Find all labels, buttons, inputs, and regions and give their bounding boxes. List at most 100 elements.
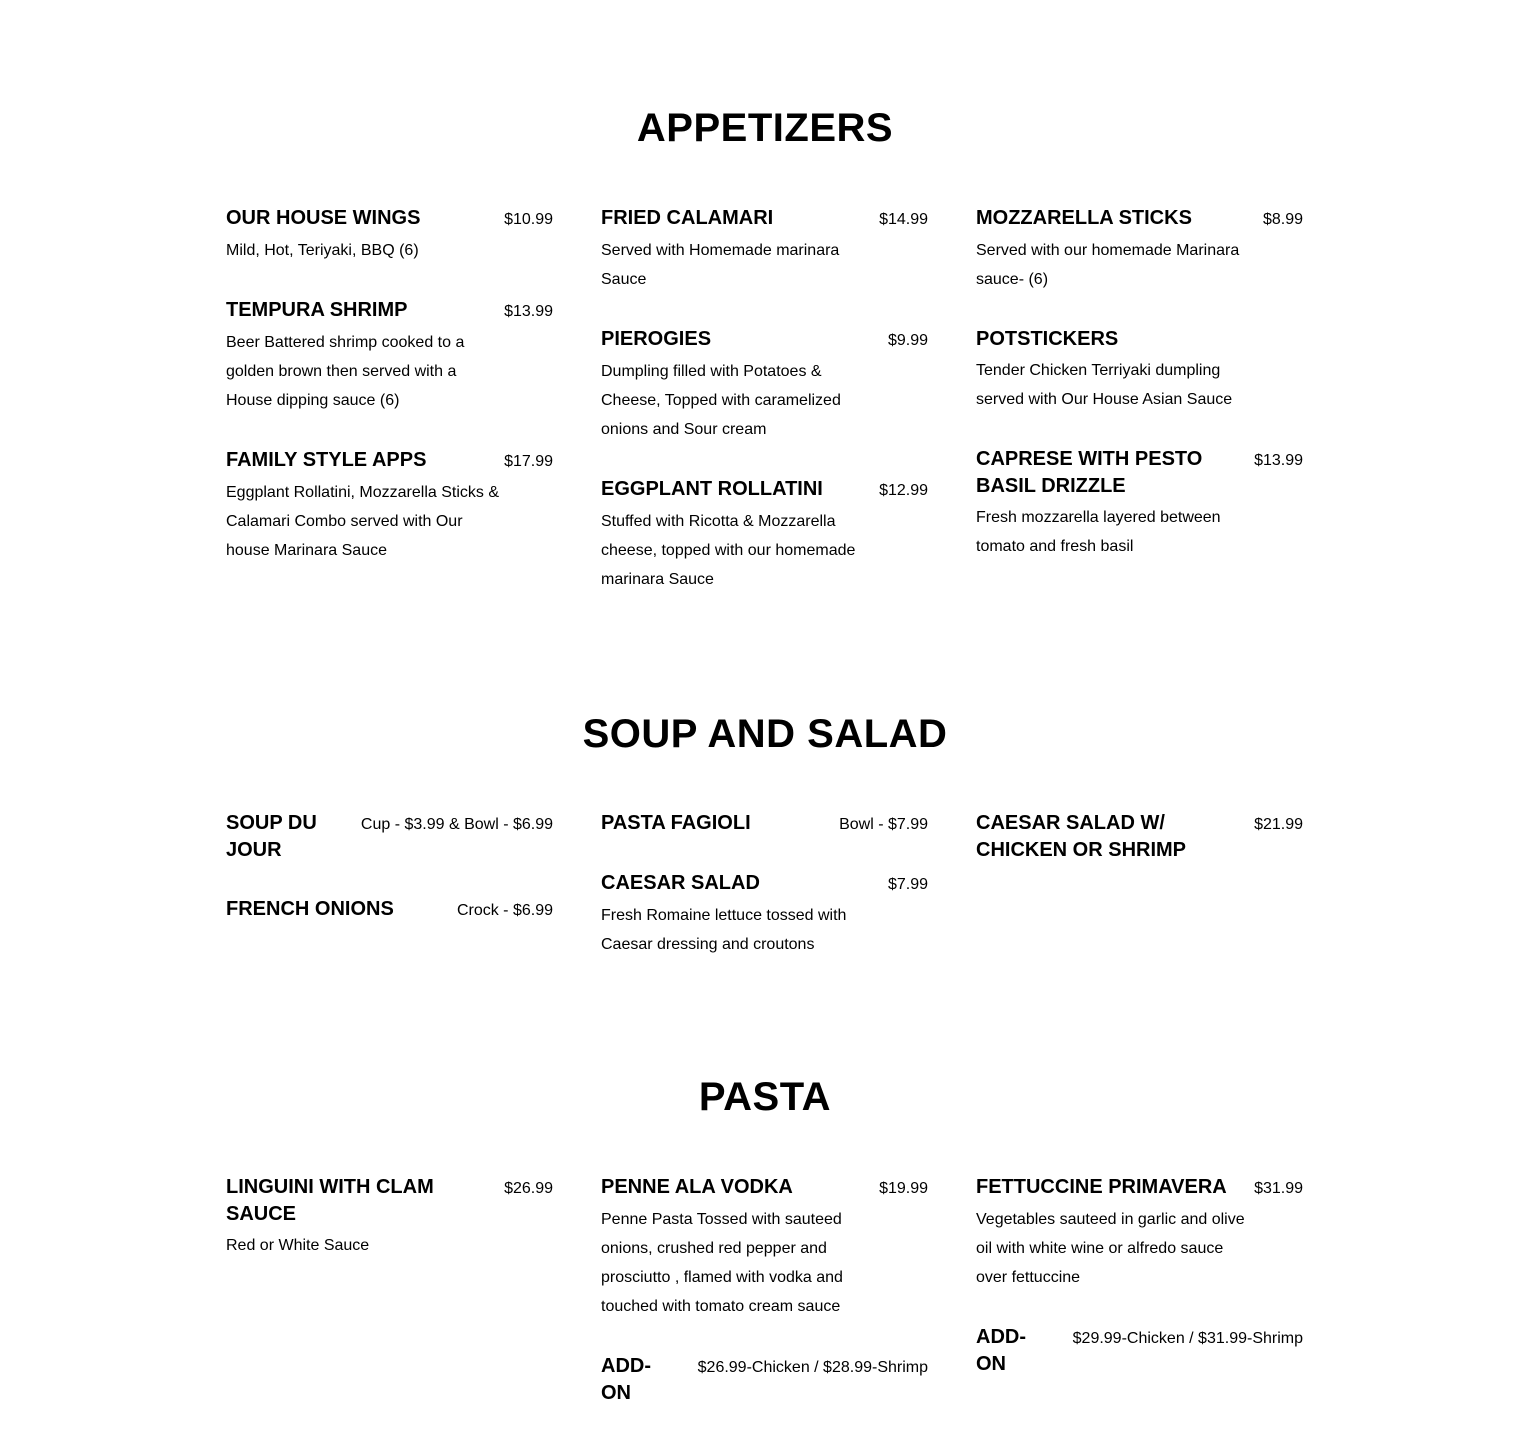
menu-item-description: Red or White Sauce bbox=[226, 1237, 370, 1254]
menu-item-price: $14.99 bbox=[879, 211, 928, 228]
section-title: APPETIZERS bbox=[636, 106, 894, 150]
menu-item-description: Eggplant Rollatini, Mozzarella Sticks & … bbox=[226, 484, 500, 559]
menu-grid: LINGUINI WITH CLAM SAUCE $26.99 Red or Whi… bbox=[226, 1174, 1304, 1439]
menu-item-header: OUR HOUSE WINGS $10.99 bbox=[226, 205, 553, 233]
menu-item-name: ADD-ON bbox=[601, 1355, 651, 1404]
menu-item: ADD-ON $29.99-Chicken / $31.99-Shrimp bbox=[976, 1324, 1303, 1378]
menu-item-description: Penne Pasta Tossed with sauteed onions, … bbox=[601, 1211, 843, 1315]
menu-item-header: ADD-ON $29.99-Chicken / $31.99-Shrimp bbox=[976, 1324, 1303, 1378]
menu-item-header: CAPRESE WITH PESTO BASIL DRIZZLE $13.99 bbox=[976, 446, 1303, 500]
menu-item: ADD-ON $26.99-Chicken / $28.99-Shrimp bbox=[601, 1353, 928, 1407]
menu-item-header: CAESAR SALAD W/ CHICKEN OR SHRIMP $21.99 bbox=[976, 810, 1303, 864]
menu-item-description: Served with Homemade marinara Sauce bbox=[601, 242, 840, 288]
menu-column: FETTUCCINE PRIMAVERA $31.99 Vegetables sau… bbox=[976, 1174, 1303, 1439]
menu-item-name: TEMPURA SHRIMP bbox=[226, 299, 408, 321]
menu-item: FRIED CALAMARI $14.99 Served with Homemade… bbox=[601, 205, 928, 294]
menu-item-price: $31.99 bbox=[1254, 1180, 1303, 1197]
menu-item-price: $26.99-Chicken / $28.99-Shrimp bbox=[697, 1359, 928, 1376]
menu-item-description: Dumpling filled with Potatoes & Cheese, … bbox=[601, 363, 841, 438]
menu-item-name: PASTA FAGIOLI bbox=[601, 812, 751, 834]
menu-item-header: ADD-ON $26.99-Chicken / $28.99-Shrimp bbox=[601, 1353, 928, 1407]
menu-column: OUR HOUSE WINGS $10.99 Mild, Hot, Teriyaki… bbox=[226, 205, 553, 626]
menu-item-header: PASTA FAGIOLI Bowl - $7.99 bbox=[601, 810, 928, 838]
menu-item-header: POTSTICKERS bbox=[976, 326, 1303, 353]
menu-item-description: Beer Battered shrimp cooked to a golden … bbox=[226, 334, 465, 409]
menu-item-header: CAESAR SALAD $7.99 bbox=[601, 870, 928, 898]
menu-item: FAMILY STYLE APPS $17.99 Eggplant Rollatin… bbox=[226, 447, 553, 565]
menu-column: LINGUINI WITH CLAM SAUCE $26.99 Red or Whi… bbox=[226, 1174, 553, 1439]
menu-item-price: Cup - $3.99 & Bowl - $6.99 bbox=[360, 816, 553, 833]
menu-item: PENNE ALA VODKA $19.99 Penne Pasta Tossed … bbox=[601, 1174, 928, 1321]
menu-column: MOZZARELLA STICKS $8.99 Served with our ho… bbox=[976, 205, 1303, 626]
menu-item: LINGUINI WITH CLAM SAUCE $26.99 Red or Whi… bbox=[226, 1174, 553, 1260]
menu-item-name: LINGUINI WITH CLAM SAUCE bbox=[226, 1176, 434, 1225]
menu-item-price: $13.99 bbox=[1254, 452, 1303, 469]
menu-item-description: Served with our homemade Marinara sauce-… bbox=[976, 242, 1240, 288]
menu-item-price: $21.99 bbox=[1254, 816, 1303, 833]
menu-item-header: LINGUINI WITH CLAM SAUCE $26.99 bbox=[226, 1174, 553, 1228]
menu-item-price: $8.99 bbox=[1262, 211, 1303, 228]
menu-grid: OUR HOUSE WINGS $10.99 Mild, Hot, Teriyaki… bbox=[226, 205, 1304, 626]
menu-item-header: SOUP DU JOUR Cup - $3.99 & Bowl - $6.99 bbox=[226, 810, 553, 864]
menu-item-price: $29.99-Chicken / $31.99-Shrimp bbox=[1072, 1330, 1303, 1347]
menu-item-name: PIEROGIES bbox=[601, 328, 712, 350]
menu-item-name: FRENCH ONIONS bbox=[226, 898, 394, 920]
menu-item-name: MOZZARELLA STICKS bbox=[976, 207, 1192, 229]
menu-item-header: MOZZARELLA STICKS $8.99 bbox=[976, 205, 1303, 233]
menu-item-description: Stuffed with Ricotta & Mozzarella cheese… bbox=[601, 513, 856, 588]
menu-item-name: SOUP DU JOUR bbox=[226, 812, 317, 861]
menu-item-price: $26.99 bbox=[504, 1180, 553, 1197]
menu-item-header: PIEROGIES $9.99 bbox=[601, 326, 928, 354]
menu-item: PASTA FAGIOLI Bowl - $7.99 bbox=[601, 810, 928, 838]
menu-item-name: FETTUCCINE PRIMAVERA bbox=[976, 1176, 1227, 1198]
menu-column: SOUP DU JOUR Cup - $3.99 & Bowl - $6.99 F… bbox=[226, 810, 553, 991]
menu-item-name: OUR HOUSE WINGS bbox=[226, 207, 421, 229]
menu-item-description: Tender Chicken Terriyaki dumpling served… bbox=[976, 362, 1233, 408]
menu-item-description: Mild, Hot, Teriyaki, BBQ (6) bbox=[226, 242, 419, 259]
menu-item-price: $7.99 bbox=[887, 876, 928, 893]
menu-item-header: TEMPURA SHRIMP $13.99 bbox=[226, 297, 553, 325]
menu-item-name: CAESAR SALAD W/ CHICKEN OR SHRIMP bbox=[976, 812, 1187, 861]
menu-column: PASTA FAGIOLI Bowl - $7.99 CAESAR SALAD $7… bbox=[601, 810, 928, 991]
menu-item-name: CAPRESE WITH PESTO BASIL DRIZZLE bbox=[976, 448, 1203, 497]
menu-item: TEMPURA SHRIMP $13.99 Beer Battered shrimp… bbox=[226, 297, 553, 415]
menu-item-name: PENNE ALA VODKA bbox=[601, 1176, 793, 1198]
menu-item: OUR HOUSE WINGS $10.99 Mild, Hot, Teriyaki… bbox=[226, 205, 553, 265]
section-title: PASTA bbox=[698, 1075, 832, 1119]
menu-item-name: POTSTICKERS bbox=[976, 328, 1119, 350]
menu-item-price: $19.99 bbox=[879, 1180, 928, 1197]
menu-grid: SOUP DU JOUR Cup - $3.99 & Bowl - $6.99 F… bbox=[226, 810, 1304, 991]
menu-item-header: FAMILY STYLE APPS $17.99 bbox=[226, 447, 553, 475]
menu-item: FETTUCCINE PRIMAVERA $31.99 Vegetables sau… bbox=[976, 1174, 1303, 1292]
menu-item-price: $13.99 bbox=[504, 303, 553, 320]
menu-item-name: FRIED CALAMARI bbox=[601, 207, 774, 229]
menu-item-name: CAESAR SALAD bbox=[601, 872, 760, 894]
menu-item-price: $12.99 bbox=[879, 482, 928, 499]
menu-item-header: FETTUCCINE PRIMAVERA $31.99 bbox=[976, 1174, 1303, 1202]
menu-item-price: $9.99 bbox=[887, 332, 928, 349]
menu-item-header: FRENCH ONIONS Crock - $6.99 bbox=[226, 896, 553, 924]
menu-item: SOUP DU JOUR Cup - $3.99 & Bowl - $6.99 bbox=[226, 810, 553, 864]
menu-column: CAESAR SALAD W/ CHICKEN OR SHRIMP $21.99 bbox=[976, 810, 1303, 991]
menu-item: EGGPLANT ROLLATINI $12.99 Stuffed with Ric… bbox=[601, 476, 928, 594]
menu-item-header: PENNE ALA VODKA $19.99 bbox=[601, 1174, 928, 1202]
menu-item: CAESAR SALAD $7.99 Fresh Romaine lettuce t… bbox=[601, 870, 928, 959]
menu-item: POTSTICKERS Tender Chicken Terriyaki dump… bbox=[976, 326, 1303, 414]
menu-item-name: ADD-ON bbox=[976, 1326, 1026, 1375]
menu-item-price: Bowl - $7.99 bbox=[839, 816, 928, 833]
menu-item: FRENCH ONIONS Crock - $6.99 bbox=[226, 896, 553, 924]
menu-item: PIEROGIES $9.99 Dumpling filled with Potat… bbox=[601, 326, 928, 444]
menu-item-header: FRIED CALAMARI $14.99 bbox=[601, 205, 928, 233]
menu-item-description: Fresh Romaine lettuce tossed with Caesar… bbox=[601, 907, 847, 953]
menu-item-price: $17.99 bbox=[504, 453, 553, 470]
menu-item-header: EGGPLANT ROLLATINI $12.99 bbox=[601, 476, 928, 504]
menu-item-name: FAMILY STYLE APPS bbox=[226, 449, 427, 471]
menu-column: PENNE ALA VODKA $19.99 Penne Pasta Tossed … bbox=[601, 1174, 928, 1439]
menu-item-price: Crock - $6.99 bbox=[456, 902, 553, 919]
menu-item-price: $10.99 bbox=[504, 211, 553, 228]
menu-item: MOZZARELLA STICKS $8.99 Served with our ho… bbox=[976, 205, 1303, 294]
menu-item-name: EGGPLANT ROLLATINI bbox=[601, 478, 823, 500]
menu-item-description: Vegetables sauteed in garlic and olive o… bbox=[976, 1211, 1245, 1286]
menu-item: CAPRESE WITH PESTO BASIL DRIZZLE $13.99 Fr… bbox=[976, 446, 1303, 561]
menu-item: CAESAR SALAD W/ CHICKEN OR SHRIMP $21.99 bbox=[976, 810, 1303, 864]
